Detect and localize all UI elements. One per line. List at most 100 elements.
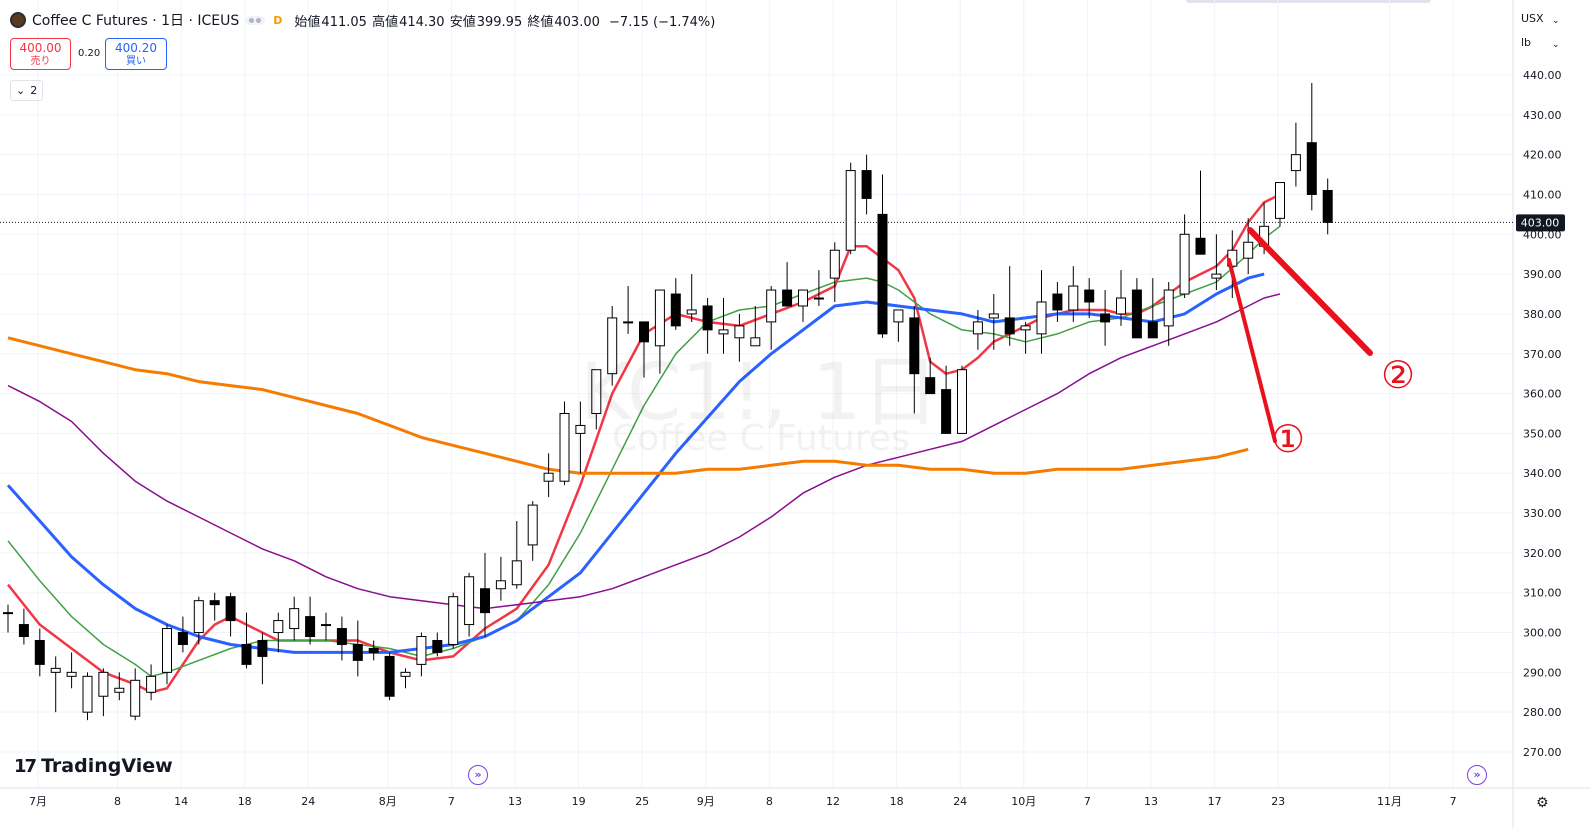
candle-body xyxy=(782,289,793,307)
candle-body xyxy=(1179,233,1190,295)
candle-body xyxy=(511,560,522,586)
sell-button[interactable]: 400.00 売り xyxy=(10,38,71,70)
moving-average-line-4 xyxy=(7,293,1281,610)
y-tick-label: 370.00 xyxy=(1523,348,1562,361)
candle-body xyxy=(368,647,379,653)
logo-text: TradingView xyxy=(41,755,173,777)
candle-body xyxy=(1243,241,1254,259)
candle-body xyxy=(209,600,220,606)
x-tick-label: 7 xyxy=(448,795,455,808)
y-tick-label: 360.00 xyxy=(1523,388,1562,401)
symbol-title[interactable]: Coffee C Futures · 1日 · ICEUS xyxy=(32,13,240,29)
candle-body xyxy=(3,612,13,615)
x-tick-label: 13 xyxy=(508,795,522,808)
candle-body xyxy=(66,671,77,677)
goto-date-icon[interactable]: » xyxy=(468,765,488,785)
candle-body xyxy=(82,675,93,713)
high-label: 高値 xyxy=(372,14,399,30)
y-tick-label: 320.00 xyxy=(1523,547,1562,560)
candle-body xyxy=(1084,289,1095,303)
currency-selector[interactable]: USX xyxy=(1521,12,1544,25)
candle-body xyxy=(861,170,872,199)
candle-body xyxy=(448,596,459,645)
candle-body xyxy=(670,293,681,327)
scroll-to-realtime-icon[interactable]: » xyxy=(1467,765,1487,785)
x-tick-label: 7月 xyxy=(29,795,47,808)
candle-body xyxy=(1147,321,1158,339)
candle-body xyxy=(289,608,300,630)
candle-body xyxy=(654,289,665,347)
candle-body xyxy=(1306,142,1317,195)
sell-label: 売り xyxy=(30,56,51,67)
watermark-symbol: KC1!, 1日 xyxy=(580,348,940,438)
candle-body xyxy=(177,632,188,645)
indicators-count: 2 xyxy=(30,84,38,97)
chevron-down-icon: ⌄ xyxy=(16,84,26,97)
candle-body xyxy=(686,309,697,315)
x-tick-label: 24 xyxy=(301,795,315,808)
candle-body xyxy=(273,620,284,634)
unit-selector[interactable]: lb xyxy=(1521,36,1532,49)
annotation-arrow-1 xyxy=(1227,258,1277,443)
candle-body xyxy=(591,369,602,415)
candle-body xyxy=(321,624,331,627)
tradingview-logo[interactable]: 17 TradingView xyxy=(14,755,173,777)
candle-body xyxy=(18,624,29,638)
candle-body xyxy=(1100,313,1111,323)
candle-body xyxy=(1131,289,1142,339)
candle-body xyxy=(877,213,888,335)
indicators-toggle[interactable]: ⌄ 2 xyxy=(10,80,44,101)
candle-body xyxy=(1020,325,1031,331)
y-tick-label: 300.00 xyxy=(1523,627,1562,640)
candle-body xyxy=(702,305,713,331)
ohlc-legend: 始値411.05 高値414.30 安値399.95 終値403.00 −7.1… xyxy=(294,11,716,30)
annotation-label-1: ① xyxy=(1271,417,1305,461)
change-value: −7.15 (−1.74%) xyxy=(609,14,716,30)
candle-body xyxy=(1275,182,1285,219)
tradingview-icon: 17 xyxy=(14,755,37,777)
candle-body xyxy=(750,337,761,347)
candle-body xyxy=(384,655,395,697)
y-tick-label: 390.00 xyxy=(1523,268,1562,281)
candle-body xyxy=(734,325,745,339)
candle-body xyxy=(162,628,172,673)
unit-chevron-icon: ⌄ xyxy=(1552,40,1560,50)
candle-body xyxy=(1052,293,1063,311)
candle-body xyxy=(639,321,649,343)
y-tick-label: 430.00 xyxy=(1523,109,1562,122)
gear-icon[interactable]: ⚙ xyxy=(1536,795,1549,811)
moving-average-line-2 xyxy=(7,225,1281,678)
x-tick-label: 19 xyxy=(572,795,586,808)
candle-body xyxy=(1322,189,1333,223)
more-dots-icon[interactable] xyxy=(245,15,266,25)
candle-body xyxy=(416,636,427,665)
candle-body xyxy=(813,297,824,300)
x-tick-label: 24 xyxy=(953,795,967,808)
candle-body xyxy=(352,643,363,661)
x-tick-label: 17 xyxy=(1208,795,1222,808)
symbol-header: Coffee C Futures · 1日 · ICEUS D 始値411.05… xyxy=(10,8,716,32)
x-tick-label: 9月 xyxy=(697,795,715,808)
x-tick-label: 10月 xyxy=(1011,795,1036,808)
moving-average-line-3 xyxy=(6,272,1265,654)
candle-body xyxy=(718,329,729,335)
annotation-label-2: ② xyxy=(1381,353,1415,397)
candle-body xyxy=(34,639,45,665)
window-tab-edge xyxy=(1186,0,1431,3)
low-label: 安値 xyxy=(449,14,476,30)
y-tick-label: 270.00 xyxy=(1523,746,1562,759)
x-tick-label: 13 xyxy=(1144,795,1158,808)
candle-body xyxy=(225,596,236,622)
high-value: 414.30 xyxy=(399,14,445,30)
candle-body xyxy=(972,321,983,335)
moving-average-line-5 xyxy=(7,336,1249,475)
annotation-arrow-2 xyxy=(1247,227,1373,356)
candle-body xyxy=(336,628,347,645)
x-tick-label: 18 xyxy=(238,795,252,808)
last-price-badge xyxy=(1516,214,1565,232)
x-tick-label: 8 xyxy=(114,795,121,808)
candle-body xyxy=(527,504,538,546)
buy-button[interactable]: 400.20 買い xyxy=(105,38,167,70)
last-price-label: 403.00 xyxy=(1521,216,1560,229)
